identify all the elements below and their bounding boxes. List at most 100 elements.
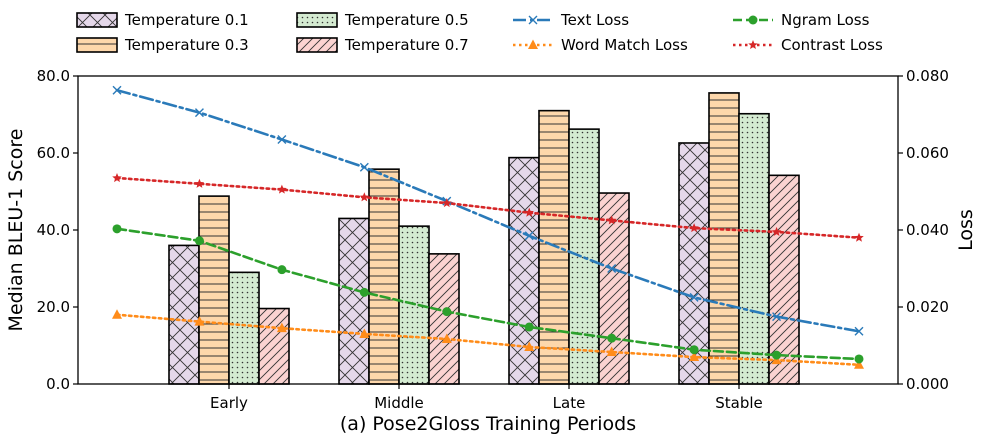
legend: Temperature 0.1 Temperature 0.3 Temperatur… [76,11,883,54]
line-word-match-loss-point-0 [112,309,122,319]
line-ngram-loss-point-6 [607,333,617,343]
legend-text-loss-marker-shape [528,15,538,25]
x-axis: Early Middle Late Stable [210,384,763,412]
line-word-match-loss-point-1 [194,316,205,326]
line-contrast-loss-point-7 [689,223,699,233]
line-text-loss-point-3 [359,162,369,172]
line-text-loss-point-1-shape [194,108,204,118]
left-tick-label-3: 60.0 [37,144,70,162]
x-tick-label-late: Late [553,394,586,412]
bar-temperature-0-7-stable [768,174,800,385]
line-ngram-loss [115,227,861,361]
line-contrast-loss-point-1 [194,178,205,188]
legend-word-match-loss-label: Word Match Loss [561,36,688,54]
line-text-loss-point-0-shape [112,85,122,95]
line-contrast-loss-point-8 [771,226,782,236]
line-text-loss-point-9-shape [854,326,864,336]
line-contrast-loss-point-2 [277,184,287,194]
line-text-loss-point-8-shape [772,312,782,322]
bar-series-group [168,92,800,385]
line-text-loss-point-9 [854,326,864,336]
line-contrast-loss [115,176,861,239]
line-word-match-loss-point-6 [606,346,617,357]
left-tick-label-0: 0.0 [46,375,70,393]
legend-temperature-0-5-label: Temperature 0.5 [344,11,469,29]
line-ngram-loss-point-9 [854,354,864,364]
left-tick-label-2: 40.0 [37,221,70,239]
line-text-loss-point-6 [607,264,617,273]
line-contrast-loss-point-6 [606,215,617,225]
line-word-match-loss-point-3 [359,328,370,338]
line-text-loss-point-1 [194,108,204,118]
x-tick-label-stable: Stable [715,394,763,412]
right-tick-label-4: 0.080 [906,67,949,85]
right-tick-label-3: 0.060 [906,144,949,162]
legend-temperature-0-5-swatch [296,12,338,28]
line-text-loss-point-6-shape [607,264,617,273]
legend-temperature-0-1-swatch [76,12,118,28]
line-contrast-loss-point-4 [442,198,452,208]
legend-temperature-0-3-swatch [76,37,118,53]
line-ngram-loss-point-3 [359,287,369,297]
line-text-loss-point-8 [772,312,782,322]
line-contrast-loss-point-9 [854,232,864,242]
line-ngram-loss-point-7 [689,345,699,355]
line-word-match-loss-point-9 [854,359,864,369]
line-ngram-loss-point-4 [442,307,452,317]
line-text-loss-point-7-shape [689,292,699,302]
line-text-loss-point-2 [277,135,287,145]
line-word-match-loss-point-7 [689,351,700,362]
bar-temperature-0-3-middle [368,168,400,385]
line-ngram-loss-point-0 [112,224,122,234]
line-ngram-loss-point-1 [194,236,204,246]
bar-temperature-0-5-early [228,271,260,385]
bar-temperature-0-7-early [258,307,290,385]
line-text-loss [115,88,861,333]
bar-temperature-0-1-middle [338,217,370,385]
line-ngram-loss-point-8 [772,350,782,360]
line-text-loss-point-3-shape [359,162,369,172]
bar-temperature-0-1-stable [678,142,710,385]
legend-ngram-loss-marker [748,15,758,25]
left-tick-label-4: 80.0 [37,67,70,85]
line-word-match-loss [115,313,861,367]
bar-temperature-0-1-early [168,244,200,385]
left-y-axis: 0.0 20.0 40.0 60.0 80.0 [37,67,78,393]
bar-temperature-0-3-late [538,109,570,385]
legend-word-match-loss-marker [528,39,538,49]
right-tick-label-2: 0.040 [906,221,949,239]
legend-temperature-0-3-label: Temperature 0.3 [124,36,249,54]
legend-ngram-loss-label: Ngram Loss [781,11,870,29]
line-text-loss-point-0 [112,85,122,95]
legend-temperature-0-7-swatch [296,37,338,53]
right-tick-label-1: 0.020 [906,298,949,316]
legend-contrast-loss-label: Contrast Loss [781,36,883,54]
line-series-group [112,85,864,369]
bar-temperature-0-5-stable [738,112,770,385]
legend-text-loss-label: Text Loss [560,11,629,29]
line-ngram-loss-point-2 [277,265,287,275]
line-contrast-loss-point-3 [359,192,370,202]
left-tick-label-1: 20.0 [37,298,70,316]
line-text-loss-point-5 [524,231,534,241]
line-text-loss-point-7 [689,292,699,302]
line-word-match-loss-point-4 [441,333,452,343]
y-axis-title: Median BLEU-1 Score [5,129,27,332]
right-y-axis: 0.000 0.020 0.040 0.060 0.080 [898,67,949,393]
legend-temperature-0-7-label: Temperature 0.7 [344,36,469,54]
right-tick-label-0: 0.000 [906,375,949,393]
legend-text-loss-marker [528,15,538,25]
legend-temperature-0-1-label: Temperature 0.1 [124,11,249,29]
bar-temperature-0-1-late [508,156,540,385]
line-word-match-loss-point-5 [524,341,535,352]
x-axis-title: (a) Pose2Gloss Training Periods [340,413,636,435]
line-text-loss-point-2-shape [277,135,287,145]
line-ngram-loss-point-5 [524,322,534,332]
bar-temperature-0-7-middle [428,253,460,385]
legend-contrast-loss-marker [748,40,758,50]
bar-temperature-0-3-early [198,195,230,385]
line-word-match-loss-point-2 [276,322,287,333]
line-text-loss-point-5-shape [524,231,534,241]
line-contrast-loss-point-0 [112,173,122,183]
